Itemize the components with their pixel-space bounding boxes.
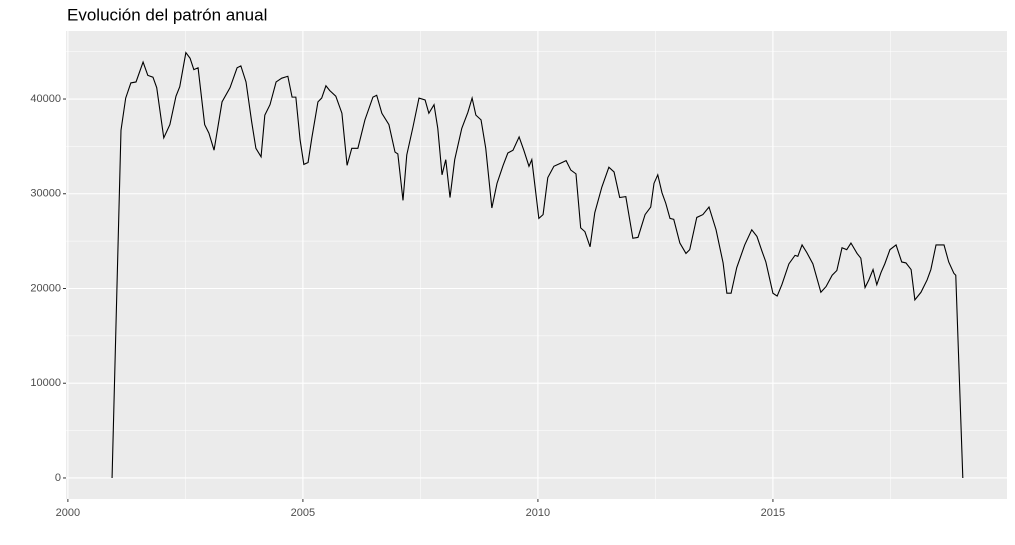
y-tick-label: 20000 [30,282,61,294]
y-tick-label: 40000 [30,93,61,105]
x-tick-label: 2015 [761,507,785,519]
x-tick-label: 2010 [526,507,550,519]
x-tick-label: 2000 [56,507,80,519]
y-tick-label: 30000 [30,188,61,200]
y-tick-label: 0 [55,472,61,484]
panel [66,31,1007,499]
y-tick-label: 10000 [30,377,61,389]
chart-title: Evolución del patrón anual [67,5,267,24]
x-tick-label: 2005 [291,507,315,519]
data-line [111,51,964,478]
